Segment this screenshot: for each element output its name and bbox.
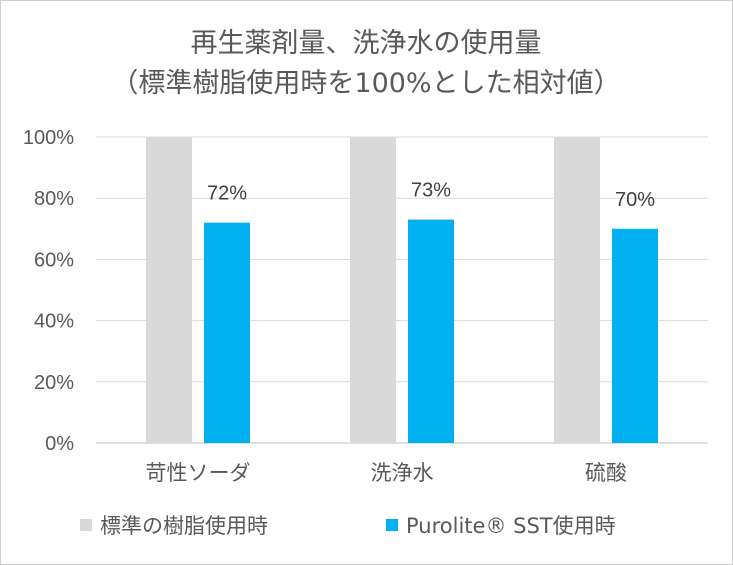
bar-purolite-sst bbox=[204, 222, 250, 443]
bar-standard bbox=[350, 137, 396, 443]
legend-swatch bbox=[386, 519, 398, 531]
x-category-label: 苛性ソーダ bbox=[146, 461, 251, 485]
bar-purolite-sst bbox=[612, 228, 658, 443]
legend-swatch bbox=[80, 519, 92, 531]
data-label: 73% bbox=[411, 180, 451, 202]
bar-standard bbox=[146, 137, 192, 443]
y-tick-label: 80% bbox=[34, 188, 74, 210]
y-tick-label: 20% bbox=[34, 372, 74, 394]
legend-entry-label: Purolite® SST使用時 bbox=[406, 514, 616, 538]
legend-entry-label: 標準の樹脂使用時 bbox=[100, 514, 268, 538]
y-tick-label: 100% bbox=[23, 127, 74, 149]
y-tick-label: 0% bbox=[45, 433, 74, 455]
data-label: 70% bbox=[615, 189, 655, 211]
bar-purolite-sst bbox=[408, 219, 454, 443]
chart-title: 再生薬剤量、洗浄水の使用量 bbox=[191, 28, 542, 59]
chart-subtitle: （標準樹脂使用時を100%とした相対値） bbox=[111, 68, 620, 99]
y-tick-label: 40% bbox=[34, 311, 74, 333]
y-tick-label: 60% bbox=[34, 249, 74, 271]
bar-standard bbox=[554, 137, 600, 443]
x-category-label: 洗浄水 bbox=[371, 461, 434, 485]
x-category-label: 硫酸 bbox=[585, 461, 627, 485]
data-label: 72% bbox=[207, 183, 247, 205]
